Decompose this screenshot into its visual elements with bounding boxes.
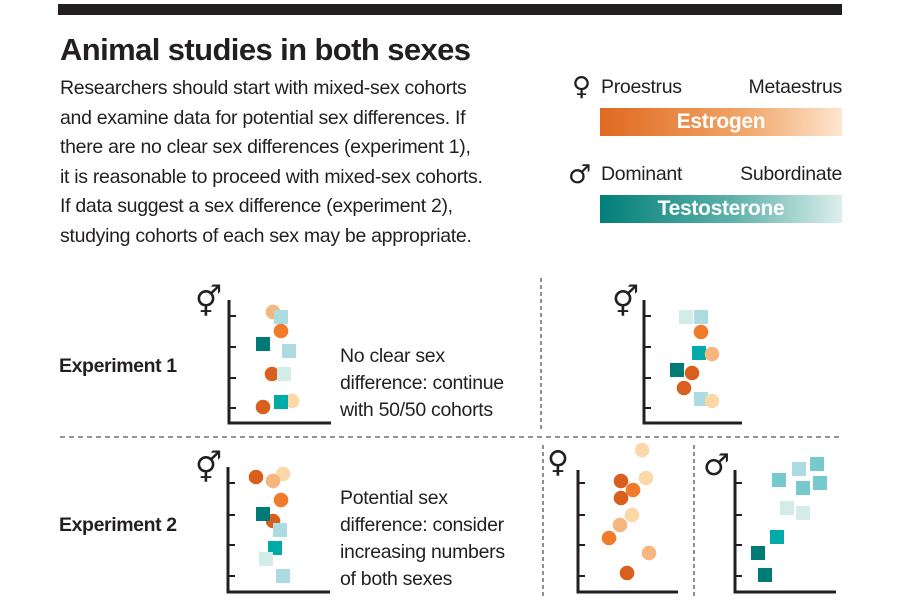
mixed-sex-symbol-icon: ⚥	[612, 285, 640, 320]
data-point-square	[751, 546, 765, 560]
data-point-square	[770, 530, 784, 544]
page-title: Animal studies in both sexes	[60, 32, 471, 67]
plot-axes	[227, 300, 331, 425]
data-point-circle	[638, 470, 654, 486]
female-symbol-icon: ♀	[547, 445, 569, 480]
male-symbol-icon: ♂	[568, 160, 592, 190]
legend-metaestrus: Metaestrus	[748, 76, 843, 98]
note-line: difference: consider	[340, 514, 504, 536]
data-point-circle	[248, 469, 264, 485]
data-point-circle	[265, 473, 281, 489]
experiment-1-label: Experiment 1	[59, 355, 177, 377]
data-point-circle	[634, 442, 650, 458]
note-line: with 50/50 cohorts	[340, 399, 493, 421]
mixed-sex-symbol-icon: ⚥	[195, 285, 223, 320]
data-point-circle	[641, 545, 657, 561]
intro-line: studying cohorts of each sex may be appr…	[60, 224, 472, 247]
data-point-circle	[624, 507, 640, 523]
data-point-square	[670, 363, 684, 377]
legend-proestrus: Proestrus	[601, 76, 682, 98]
note-line: Potential sex	[340, 487, 448, 509]
data-point-circle	[625, 482, 641, 498]
intro-line: there are no clear sex differences (expe…	[60, 136, 471, 158]
data-point-circle	[693, 324, 709, 340]
data-point-square	[256, 507, 270, 521]
data-point-square	[792, 462, 806, 476]
data-point-square	[692, 346, 706, 360]
experiment-2-label: Experiment 2	[59, 514, 177, 536]
data-point-circle	[273, 323, 289, 339]
data-point-square	[256, 337, 270, 351]
intro-paragraph: Researchers should start with mixed-sex …	[60, 74, 540, 251]
testosterone-gradient-bar: Testosterone	[600, 195, 842, 223]
data-point-square	[274, 395, 288, 409]
intro-line: and examine data for potential sex diffe…	[60, 106, 466, 129]
legend-dominant: Dominant	[601, 163, 683, 185]
experiment-1-note: No clear sex difference: continue with 5…	[340, 343, 504, 424]
plot-axes	[642, 300, 742, 425]
data-point-circle	[273, 492, 289, 508]
data-point-circle	[676, 380, 692, 396]
mixed-sex-symbol-icon: ⚥	[195, 451, 223, 486]
intro-line: Researchers should start with mixed-sex …	[60, 77, 467, 99]
data-point-square	[277, 367, 291, 381]
data-point-square	[276, 569, 290, 583]
data-point-square	[273, 523, 287, 537]
data-point-square	[810, 457, 824, 471]
data-point-circle	[619, 565, 635, 581]
data-point-circle	[264, 366, 280, 382]
note-line: difference: continue	[340, 372, 504, 394]
data-point-square	[694, 392, 708, 406]
data-point-circle	[704, 393, 720, 409]
legend-subordinate: Subordinate	[740, 163, 842, 185]
data-point-circle	[601, 530, 617, 546]
data-point-square	[268, 541, 282, 555]
data-point-circle	[284, 393, 300, 409]
data-point-circle	[684, 365, 700, 381]
data-point-circle	[613, 473, 629, 489]
experiment-2-note: Potential sex difference: consider incre…	[340, 485, 505, 593]
data-point-square	[282, 344, 296, 358]
plot-axes	[733, 470, 836, 594]
male-symbol-icon: ♂	[703, 448, 730, 483]
plot-axes	[576, 470, 678, 594]
data-point-square	[796, 481, 810, 495]
intro-line: If data suggest a sex difference (experi…	[60, 195, 453, 217]
note-line: increasing numbers	[340, 541, 505, 563]
data-point-square	[772, 473, 786, 487]
data-point-square	[679, 310, 693, 324]
note-line: of both sexes	[340, 568, 453, 590]
plot-axes	[226, 467, 330, 594]
data-point-square	[274, 310, 288, 324]
data-point-circle	[255, 399, 271, 415]
intro-line: it is reasonable to proceed with mixed-s…	[60, 165, 483, 188]
data-point-circle	[704, 346, 720, 362]
female-symbol-icon: ♀	[572, 72, 592, 102]
note-line: No clear sex	[340, 345, 445, 367]
data-point-square	[796, 506, 810, 520]
data-point-square	[813, 476, 827, 490]
data-point-square	[694, 310, 708, 324]
top-rule	[58, 4, 842, 15]
data-point-square	[758, 568, 772, 582]
data-point-circle	[612, 517, 628, 533]
data-point-square	[259, 552, 273, 566]
data-point-square	[780, 501, 794, 515]
estrogen-gradient-bar: Estrogen	[600, 108, 842, 136]
data-point-circle	[613, 490, 629, 506]
